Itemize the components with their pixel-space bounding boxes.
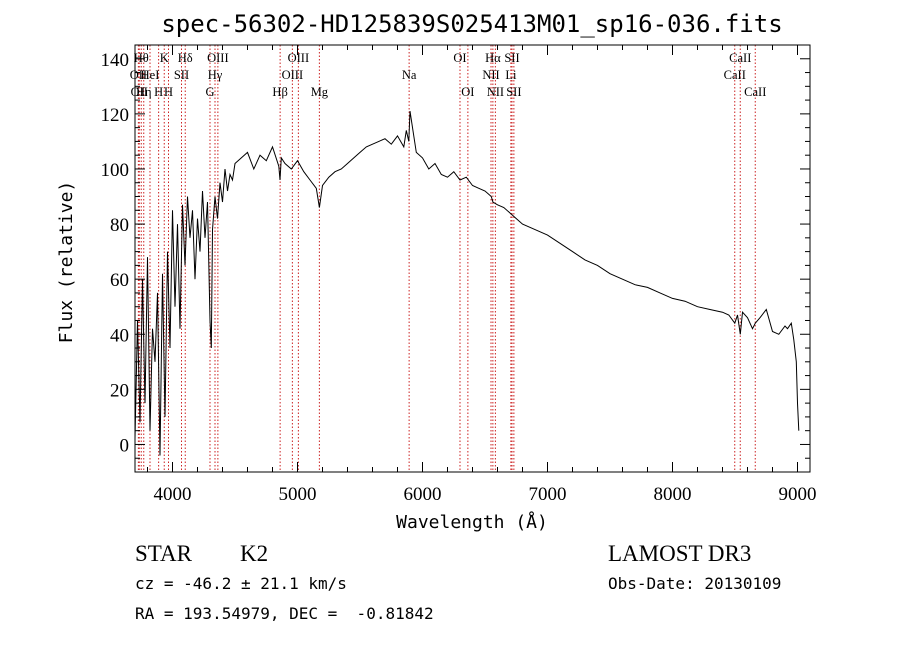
y-tick-label: 20 — [110, 380, 129, 401]
x-tick-label: 8000 — [654, 484, 692, 505]
y-tick-label: 80 — [110, 215, 129, 236]
spectral-line-markers — [137, 45, 756, 472]
y-tick-label: 140 — [101, 50, 130, 71]
plot-frame — [134, 44, 811, 473]
object-class: STAR — [135, 541, 192, 566]
obs-date: Obs-Date: 20130109 — [608, 574, 782, 593]
object-subclass: K2 — [240, 541, 269, 566]
spectral-line-label: Hα — [485, 51, 501, 65]
x-tick-label: 9000 — [779, 484, 817, 505]
spectral-line-label: OII — [130, 68, 147, 82]
x-tick-label: 4000 — [154, 484, 192, 505]
spectral-line-label: CaII — [744, 85, 766, 99]
spectral-line-label: SII — [174, 68, 189, 82]
spectral-line-label: H — [154, 85, 163, 99]
y-tick-label: 0 — [120, 435, 130, 456]
spectral-line-label: H — [164, 85, 173, 99]
y-tick-label: 120 — [101, 105, 130, 126]
y-tick-label: 60 — [110, 270, 129, 291]
spectral-line-label: Hθ — [134, 51, 149, 65]
x-tick-label: 6000 — [404, 484, 442, 505]
spectral-line-label: NII — [487, 85, 504, 99]
axis-ticks — [135, 44, 810, 473]
x-axis-label: Wavelength (Å) — [396, 511, 548, 533]
spectral-line-labels: OIIOIIHθHηHeIHKHSIIHδGHγOIIIHβOIIIOIIIMg… — [130, 51, 767, 99]
spectrum-line — [134, 111, 800, 456]
coordinates-readout: RA = 193.54979, DEC = -0.81842 — [135, 604, 434, 623]
spectral-line-label: CaII — [729, 51, 751, 65]
y-axis-label: Flux (relative) — [56, 181, 77, 344]
x-tick-label: 5000 — [279, 484, 317, 505]
y-tick-label: 40 — [110, 325, 129, 346]
spectral-line-label: Hη — [136, 85, 152, 99]
axis-tick-labels: 4000 5000 6000 7000 8000 9000 0 20 40 60 80 100 120 1… — [101, 50, 817, 505]
spectral-line-label: Hγ — [208, 68, 223, 82]
spectral-line-label: G — [205, 85, 214, 99]
spectral-line-label: SII — [506, 85, 521, 99]
spectral-line-label: CaII — [724, 68, 746, 82]
y-tick-label: 100 — [101, 160, 130, 181]
spectral-line-label: Li — [505, 68, 517, 82]
spectral-line-label: Hδ — [178, 51, 193, 65]
spectral-line-label: OI — [461, 85, 474, 99]
spectral-line-label: NII — [482, 68, 499, 82]
spectral-line-label: K — [160, 51, 169, 65]
spectral-line-label: HeI — [141, 68, 160, 82]
chart-title: spec-56302-HD125839S025413M01_sp16-036.f… — [161, 10, 782, 38]
x-tick-label: 7000 — [529, 484, 567, 505]
spectral-line-label: OIII — [207, 51, 229, 65]
spectral-line-label: Na — [402, 68, 417, 82]
spectral-line-label: Hβ — [272, 85, 287, 99]
spectral-line-label: OIII — [288, 51, 310, 65]
spectral-line-label: Mg — [311, 85, 329, 99]
spectral-line-label: SII — [504, 51, 519, 65]
spectral-line-label: OIII — [282, 68, 304, 82]
velocity-readout: cz = -46.2 ± 21.1 km/s — [135, 574, 347, 593]
survey-label: LAMOST DR3 — [608, 541, 752, 566]
spectral-line-label: OI — [453, 51, 466, 65]
